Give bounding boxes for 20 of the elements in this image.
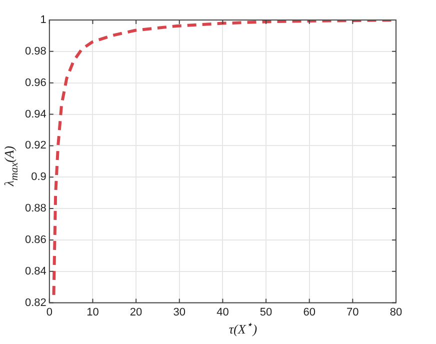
y-tick-label: 0.98 [24,45,46,58]
y-tick-label: 0.86 [24,234,46,246]
x-tick-label: 50 [260,306,272,318]
x-tick-label: 60 [303,306,316,318]
x-tick-label: 70 [346,306,359,318]
x-tick-label: 30 [173,306,186,318]
y-tick-label: 0.94 [24,108,46,120]
x-tick-label: 40 [216,306,229,318]
x-tick-label: 10 [86,306,99,318]
x-axis-title: τ(X$^{⋆}$) [228,318,258,338]
y-tick-label: 0.84 [24,265,46,278]
y-tick-label: 0.9 [31,171,46,184]
y-tick-label: 1 [40,14,46,26]
y-tick-label: 0.82 [24,296,46,309]
y-tick-label: 0.96 [24,76,46,89]
x-tick-label: 0 [46,306,52,318]
x-tick-label: 80 [390,306,402,318]
y-tick-label: 0.92 [24,140,46,152]
x-tick-label: 20 [130,306,142,318]
y-tick-label: 0.88 [24,202,46,215]
